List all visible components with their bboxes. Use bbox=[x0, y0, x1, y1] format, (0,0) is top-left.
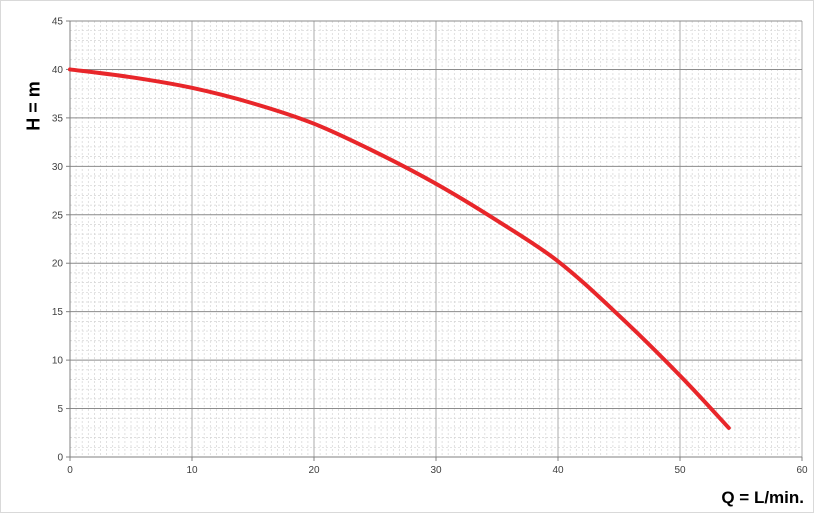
y-tick-label: 10 bbox=[52, 356, 64, 367]
y-tick-label: 45 bbox=[52, 17, 64, 28]
y-tick-label: 30 bbox=[52, 162, 64, 173]
y-axis-title-text: H = m bbox=[23, 81, 44, 131]
x-tick-label: 60 bbox=[796, 465, 808, 476]
x-tick-label: 50 bbox=[674, 465, 686, 476]
x-tick-label: 0 bbox=[67, 465, 73, 476]
y-tick-label: 35 bbox=[52, 113, 64, 124]
y-tick-label: 25 bbox=[52, 210, 64, 221]
x-axis-title: Q = L/min. bbox=[721, 488, 804, 507]
x-tick-label: 10 bbox=[186, 465, 198, 476]
x-tick-label: 40 bbox=[552, 465, 564, 476]
x-tick-label: 30 bbox=[430, 465, 442, 476]
y-tick-label: 0 bbox=[57, 453, 63, 464]
y-axis-title: H = m bbox=[22, 81, 46, 131]
x-tick-label: 20 bbox=[308, 465, 320, 476]
y-tick-label: 20 bbox=[52, 259, 64, 270]
series-line bbox=[68, 67, 731, 430]
y-tick-label: 40 bbox=[52, 65, 64, 76]
y-tick-label: 5 bbox=[57, 404, 63, 415]
y-tick-label: 15 bbox=[52, 307, 64, 318]
